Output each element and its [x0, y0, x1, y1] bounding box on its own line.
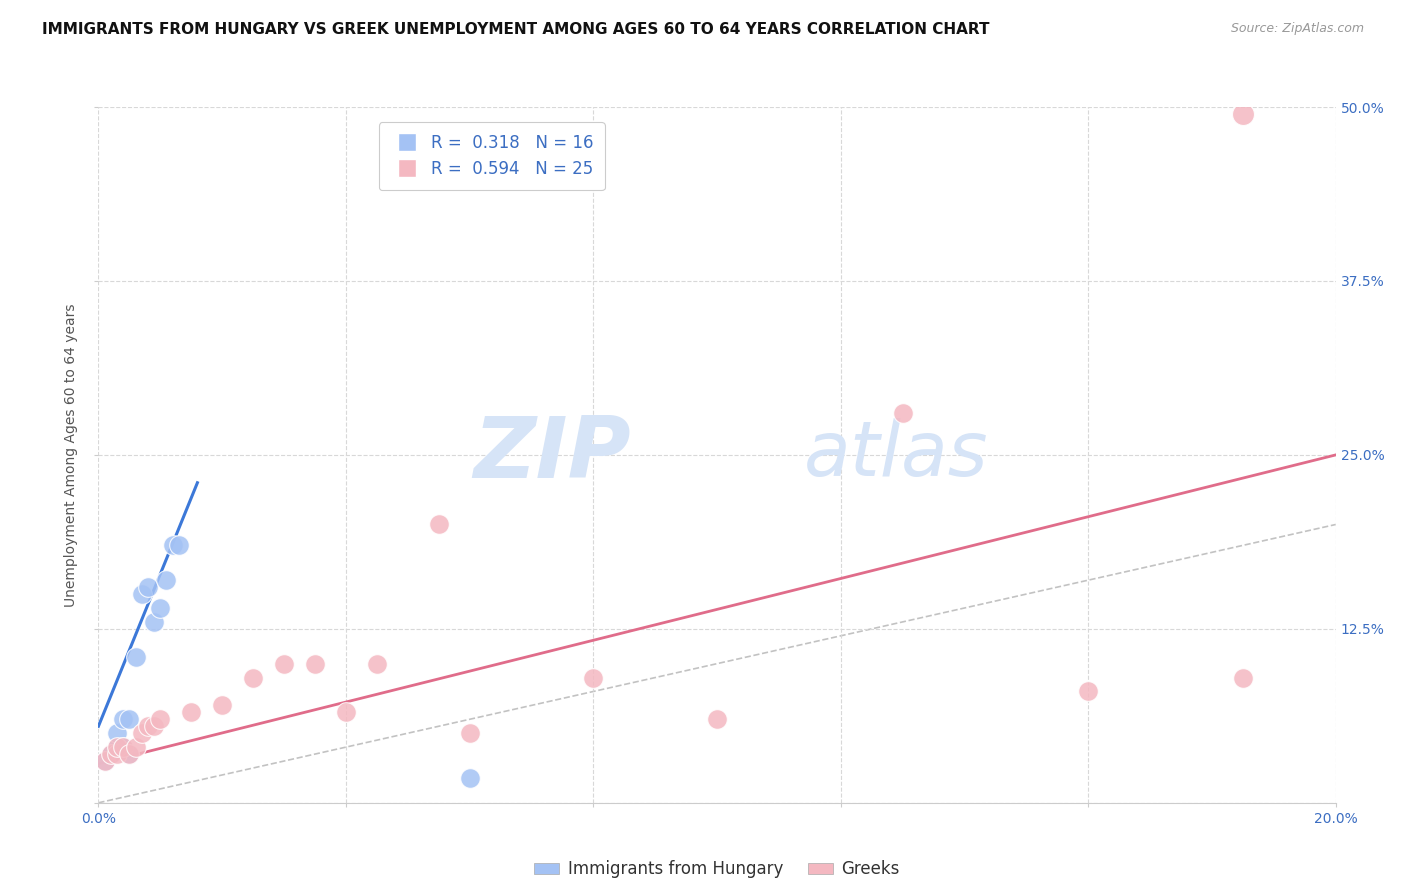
Text: IMMIGRANTS FROM HUNGARY VS GREEK UNEMPLOYMENT AMONG AGES 60 TO 64 YEARS CORRELAT: IMMIGRANTS FROM HUNGARY VS GREEK UNEMPLO… [42, 22, 990, 37]
Point [211, 698, 233, 713]
Point [162, 538, 184, 552]
Text: atlas: atlas [804, 418, 988, 491]
Point [105, 740, 128, 755]
Point [136, 580, 159, 594]
Point [124, 740, 146, 755]
Point [143, 719, 166, 733]
Point [100, 747, 122, 761]
Point [118, 747, 141, 761]
Point [242, 671, 264, 685]
Point [273, 657, 295, 671]
Point [93, 754, 115, 768]
Point [304, 657, 326, 671]
Point [118, 712, 141, 726]
Point [1232, 671, 1254, 685]
Legend: Immigrants from Hungary, Greeks: Immigrants from Hungary, Greeks [527, 854, 907, 885]
Point [143, 615, 166, 629]
Point [366, 657, 388, 671]
Point [155, 573, 177, 587]
Point [1077, 684, 1099, 698]
Text: ZIP: ZIP [472, 413, 630, 497]
Point [136, 719, 159, 733]
Point [167, 538, 190, 552]
Point [891, 406, 914, 420]
Point [706, 712, 728, 726]
Y-axis label: Unemployment Among Ages 60 to 64 years: Unemployment Among Ages 60 to 64 years [65, 303, 79, 607]
Point [112, 740, 135, 755]
Point [458, 771, 481, 785]
Point [180, 706, 202, 720]
Point [112, 712, 135, 726]
Point [582, 671, 605, 685]
Point [131, 726, 153, 740]
Point [93, 754, 115, 768]
Point [105, 740, 128, 755]
Point [335, 706, 357, 720]
Text: Source: ZipAtlas.com: Source: ZipAtlas.com [1230, 22, 1364, 36]
Point [458, 726, 481, 740]
Point [124, 649, 146, 664]
Point [427, 517, 450, 532]
Point [131, 587, 153, 601]
Point [149, 712, 172, 726]
Point [100, 747, 122, 761]
Point [118, 747, 141, 761]
Point [112, 740, 135, 755]
Point [1232, 107, 1254, 121]
Point [149, 601, 172, 615]
Point [105, 726, 128, 740]
Point [105, 747, 128, 761]
